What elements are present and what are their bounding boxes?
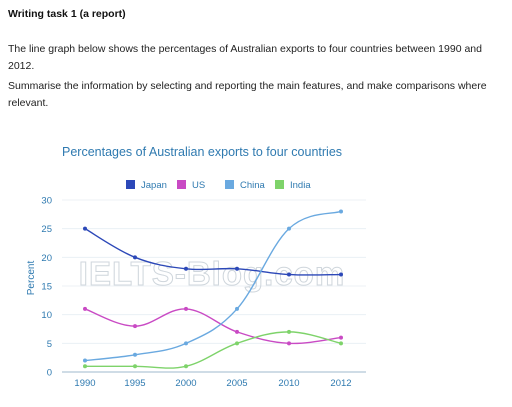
data-point-india	[83, 364, 87, 369]
data-point-india	[287, 329, 291, 334]
data-point-japan	[235, 266, 239, 271]
series-points	[83, 209, 343, 369]
legend-item-india: India	[275, 180, 311, 191]
x-tick-label: 2000	[175, 378, 196, 389]
data-point-japan	[133, 255, 137, 260]
y-tick-label: 15	[41, 282, 52, 293]
legend-label: India	[290, 180, 311, 191]
data-point-china	[339, 209, 343, 214]
x-tick-label: 1995	[124, 378, 145, 389]
legend-swatch	[225, 180, 234, 189]
x-tick-label: 1990	[74, 378, 95, 389]
legend-swatch	[177, 180, 186, 189]
series-line-india	[85, 331, 342, 369]
y-tick-label: 0	[47, 368, 52, 379]
data-point-us	[235, 329, 239, 334]
legend-label: US	[192, 180, 205, 191]
data-point-china	[287, 226, 291, 231]
y-tick-label: 25	[41, 224, 52, 235]
y-tick-labels: 0 5 10 15 20 25 30	[41, 196, 52, 379]
data-point-us	[184, 306, 188, 311]
data-point-japan	[287, 272, 291, 277]
data-point-japan	[83, 226, 87, 231]
chart-grid	[62, 199, 366, 373]
y-tick-label: 5	[47, 339, 52, 350]
legend-label: Japan	[141, 180, 167, 191]
legend-item-us: US	[177, 180, 205, 191]
data-point-us	[133, 324, 137, 329]
y-tick-label: 10	[41, 310, 52, 321]
data-point-india	[339, 341, 343, 346]
task-title: Writing task 1 (a report)	[8, 8, 126, 20]
series-lines	[84, 210, 342, 369]
data-point-india	[133, 364, 137, 369]
data-point-japan	[339, 272, 343, 277]
x-tick-label: 2005	[226, 378, 247, 389]
task-intro: The line graph below shows the percentag…	[8, 43, 482, 72]
data-point-us	[83, 306, 87, 311]
legend-item-china: China	[225, 180, 266, 191]
legend-swatch	[126, 180, 135, 189]
data-point-india	[235, 341, 239, 346]
series-line-us	[84, 308, 342, 345]
data-point-japan	[184, 266, 188, 271]
series-line-china	[84, 210, 342, 362]
chart-title: Percentages of Australian exports to fou…	[62, 145, 342, 159]
x-tick-label: 2010	[278, 378, 299, 389]
x-tick-labels: 1990 1995 2000 2005 2010 2012	[74, 378, 351, 389]
watermark: IELTS-Blog.com	[79, 255, 345, 292]
data-point-us	[287, 341, 291, 346]
data-point-china	[83, 358, 87, 363]
legend-swatch	[275, 180, 284, 189]
data-point-china	[235, 306, 239, 311]
data-point-china	[133, 352, 137, 357]
y-axis-label: Percent	[26, 261, 37, 296]
data-point-us	[339, 335, 343, 340]
legend-label: China	[240, 180, 266, 191]
chart-legend: Japan US China India	[126, 180, 311, 191]
y-tick-label: 20	[41, 253, 52, 264]
data-point-india	[184, 364, 188, 369]
task-instruction: Summarise the information by selecting a…	[8, 80, 487, 109]
legend-item-japan: Japan	[126, 180, 167, 191]
series-line-japan	[84, 228, 342, 276]
y-tick-label: 30	[41, 196, 52, 207]
x-tick-label: 2012	[330, 378, 351, 389]
data-point-china	[184, 341, 188, 346]
line-chart: Percentages of Australian exports to fou…	[26, 145, 366, 389]
